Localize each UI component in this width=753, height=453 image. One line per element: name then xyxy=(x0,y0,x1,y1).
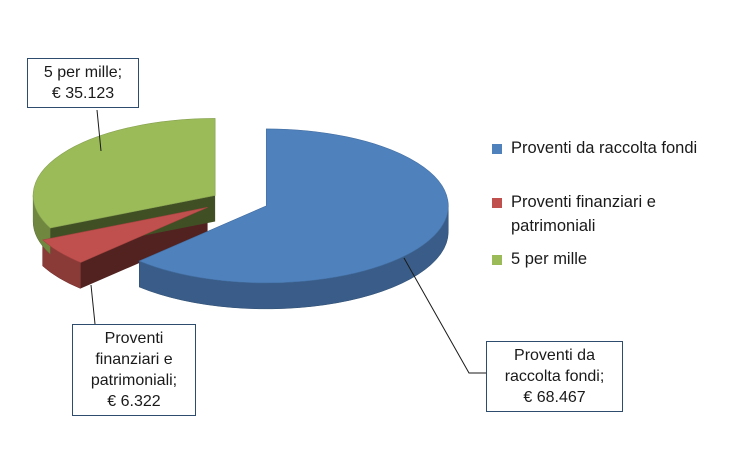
legend-item-proventi-finanziari: Proventi finanziari e patrimoniali xyxy=(492,190,747,238)
legend-item-5-per-mille: 5 per mille xyxy=(492,247,747,271)
data-label-line: € 35.123 xyxy=(51,85,115,102)
legend-label: 5 per mille xyxy=(511,250,588,268)
legend-label: patrimoniali xyxy=(511,217,596,235)
data-label-proventi-finanziari: Proventi finanziari e patrimoniali; € 6.… xyxy=(72,324,196,416)
legend-item-raccolta-fondi: Proventi da raccolta fondi xyxy=(492,136,747,160)
pie-tops xyxy=(32,118,449,284)
legend: Proventi da raccolta fondi Proventi fina… xyxy=(492,136,747,271)
data-label-raccolta-fondi: Proventi da raccolta fondi; € 68.467 xyxy=(486,341,623,412)
data-label-line: finanziari e xyxy=(95,351,173,368)
data-label-line: raccolta fondi; xyxy=(504,368,605,385)
leader-line-raccolta-fondi xyxy=(403,257,486,374)
data-label-line: patrimoniali; xyxy=(90,372,178,389)
data-label-line: Proventi xyxy=(104,330,164,347)
pie-slice-proventi-finanziari xyxy=(42,207,208,263)
leader-line-5-per-mille xyxy=(96,109,102,152)
data-label-line: 5 per mille; xyxy=(43,64,123,81)
leader-line-proventi-finanziari xyxy=(90,284,96,325)
leader-lines xyxy=(90,109,486,374)
data-label-5-per-mille: 5 per mille; € 35.123 xyxy=(27,58,139,108)
data-label-line: € 68.467 xyxy=(523,389,586,406)
legend-label: Proventi finanziari e xyxy=(511,193,656,211)
legend-swatch xyxy=(492,198,502,208)
legend-label: Proventi da raccolta fondi xyxy=(511,139,698,157)
data-label-line: € 6.322 xyxy=(107,393,161,410)
pie-slice-raccolta-fondi xyxy=(138,128,449,284)
pie-slice-5-per-mille xyxy=(32,118,216,229)
legend-swatch xyxy=(492,144,502,154)
legend-swatch xyxy=(492,255,502,265)
data-label-line: Proventi da xyxy=(514,347,595,364)
